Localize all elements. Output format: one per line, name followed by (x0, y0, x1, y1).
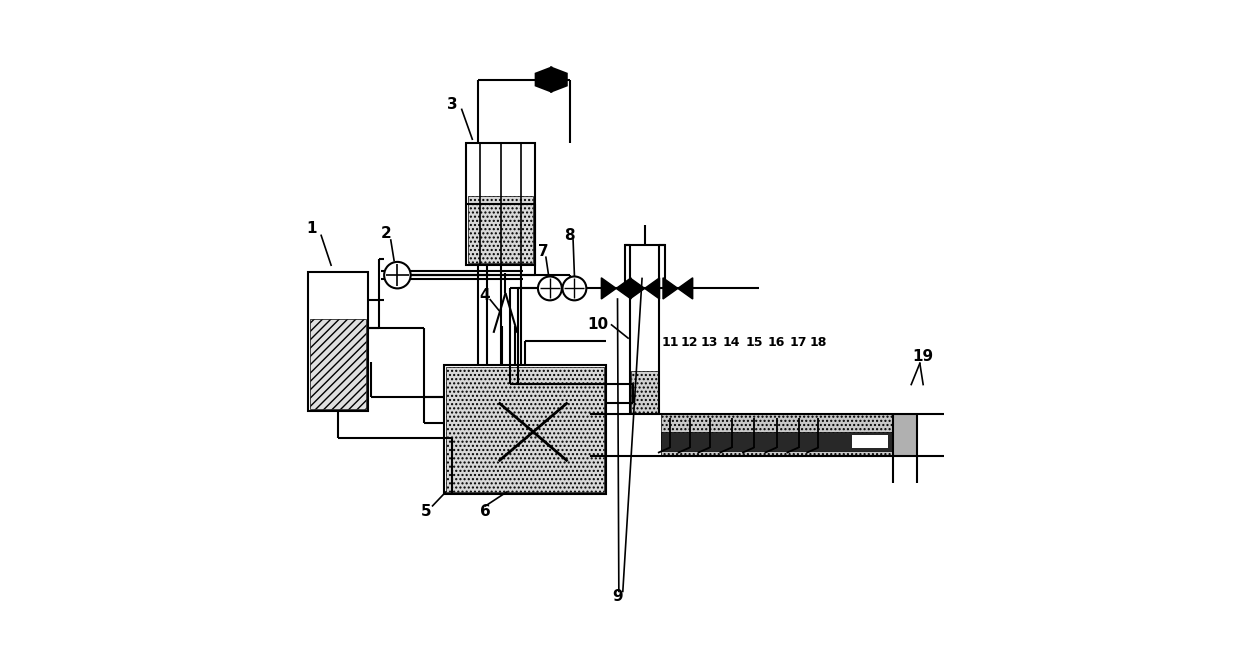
Circle shape (538, 276, 561, 300)
Circle shape (384, 262, 410, 288)
Circle shape (563, 276, 586, 300)
Text: 2: 2 (380, 226, 392, 241)
Bar (466, 143, 535, 265)
Polygon shape (644, 278, 659, 299)
Bar (446, 367, 605, 492)
Text: 15: 15 (746, 336, 763, 349)
Text: 17: 17 (789, 336, 808, 349)
Text: 12: 12 (681, 336, 699, 349)
Polygon shape (551, 68, 566, 91)
Polygon shape (629, 278, 644, 299)
Bar (851, 435, 888, 448)
Text: 1: 1 (306, 221, 316, 236)
Text: 4: 4 (479, 288, 489, 302)
Polygon shape (616, 278, 631, 299)
Text: 3: 3 (447, 97, 457, 112)
Polygon shape (678, 278, 693, 299)
Bar (310, 319, 366, 409)
Polygon shape (663, 278, 678, 299)
Polygon shape (601, 278, 616, 299)
Bar (660, 414, 898, 456)
Text: 8: 8 (564, 228, 575, 243)
Text: 11: 11 (662, 336, 679, 349)
Text: 6: 6 (481, 505, 491, 519)
Text: 14: 14 (722, 336, 740, 349)
Text: 7: 7 (538, 245, 549, 259)
Bar (893, 414, 916, 456)
Bar (632, 371, 658, 414)
Bar (660, 432, 898, 451)
Text: 13: 13 (701, 336, 719, 349)
Bar (624, 245, 664, 288)
Bar (444, 365, 606, 494)
Text: 16: 16 (768, 336, 786, 349)
Bar (307, 272, 368, 411)
Text: 18: 18 (810, 336, 828, 349)
Bar (467, 196, 533, 263)
Text: 9: 9 (612, 589, 623, 604)
Polygon shape (535, 68, 551, 91)
Text: 19: 19 (913, 349, 934, 364)
Text: 10: 10 (587, 318, 608, 332)
Text: 5: 5 (420, 505, 431, 519)
